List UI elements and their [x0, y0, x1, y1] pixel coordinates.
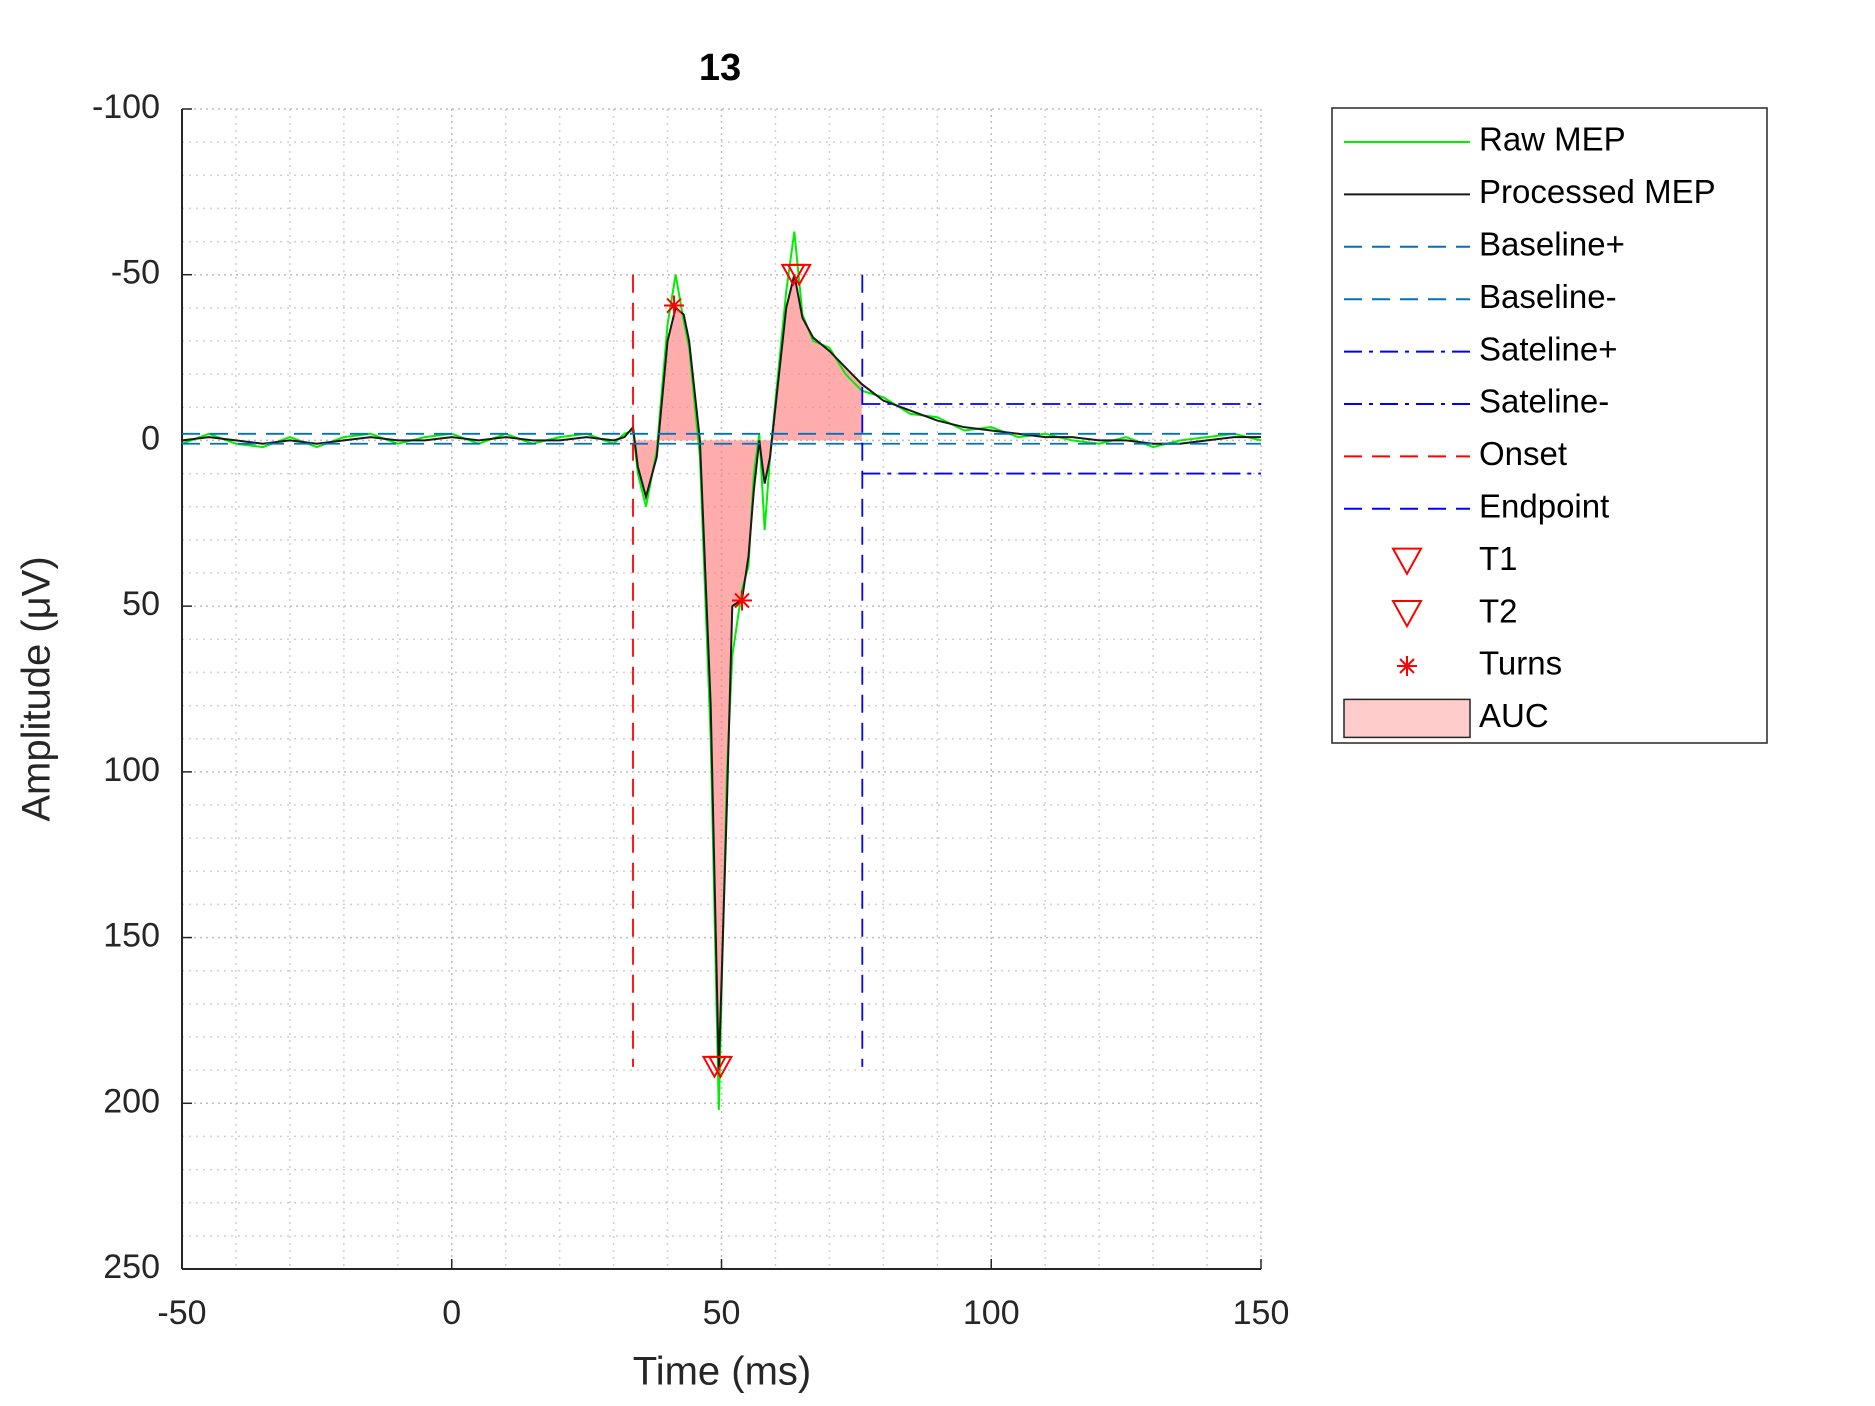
- legend-label: Sateline-: [1479, 383, 1609, 420]
- legend-item: Sateline-: [1344, 383, 1609, 420]
- legend-label: Processed MEP: [1479, 173, 1716, 210]
- y-tick-label: 50: [122, 585, 160, 623]
- legend-marker: [1391, 547, 1423, 576]
- turn-marker: [664, 295, 685, 316]
- legend-label: T2: [1479, 592, 1518, 629]
- y-tick-label: 0: [141, 419, 160, 457]
- peak-marker: [786, 263, 812, 287]
- legend-item: Baseline-: [1344, 278, 1617, 315]
- legend-item: Baseline+: [1344, 226, 1625, 263]
- legend-item: Turns: [1397, 645, 1562, 682]
- legend-label: Raw MEP: [1479, 121, 1626, 158]
- legend-label: T1: [1479, 540, 1518, 577]
- x-tick-label: 0: [442, 1294, 461, 1332]
- legend-label: Turns: [1479, 645, 1562, 682]
- y-tick-label: -50: [111, 254, 160, 292]
- legend-item: Processed MEP: [1344, 173, 1716, 210]
- legend-label: Baseline-: [1479, 278, 1617, 315]
- x-tick-label: 50: [703, 1294, 741, 1332]
- legend-item: AUC: [1343, 697, 1549, 739]
- turn-marker: [732, 590, 753, 611]
- x-tick-label: -50: [157, 1294, 206, 1332]
- legend-item: T2: [1391, 592, 1518, 629]
- series-line: [181, 274, 1261, 1071]
- y-tick-label: 250: [103, 1248, 160, 1286]
- legend-swatch: [1343, 698, 1471, 739]
- legend-label: Endpoint: [1479, 488, 1609, 525]
- y-tick-label: 100: [103, 751, 160, 789]
- peak-marker: [707, 1055, 734, 1079]
- legend-label: Onset: [1479, 435, 1567, 472]
- x-tick-label: 100: [963, 1294, 1020, 1332]
- legend-label: Sateline+: [1479, 330, 1618, 367]
- legend-item: Endpoint: [1344, 488, 1609, 525]
- legend-item: Onset: [1344, 435, 1567, 472]
- legend-label: AUC: [1479, 697, 1549, 734]
- legend-marker: [1391, 600, 1423, 629]
- chart-title: 13: [699, 47, 741, 89]
- legend-item: Raw MEP: [1344, 121, 1626, 158]
- x-axis-label: Time (ms): [633, 1350, 811, 1394]
- y-tick-label: -100: [92, 88, 160, 126]
- legend-box: [1331, 107, 1768, 744]
- y-axis-label: Amplitude (μV): [15, 556, 59, 821]
- y-tick-label: 200: [103, 1082, 160, 1120]
- x-tick-label: 150: [1233, 1294, 1290, 1332]
- legend-item: T1: [1391, 540, 1518, 577]
- y-tick-label: 150: [103, 917, 160, 955]
- legend-label: Baseline+: [1479, 226, 1625, 263]
- legend-marker: [1397, 656, 1417, 676]
- legend-item: Sateline+: [1344, 330, 1618, 367]
